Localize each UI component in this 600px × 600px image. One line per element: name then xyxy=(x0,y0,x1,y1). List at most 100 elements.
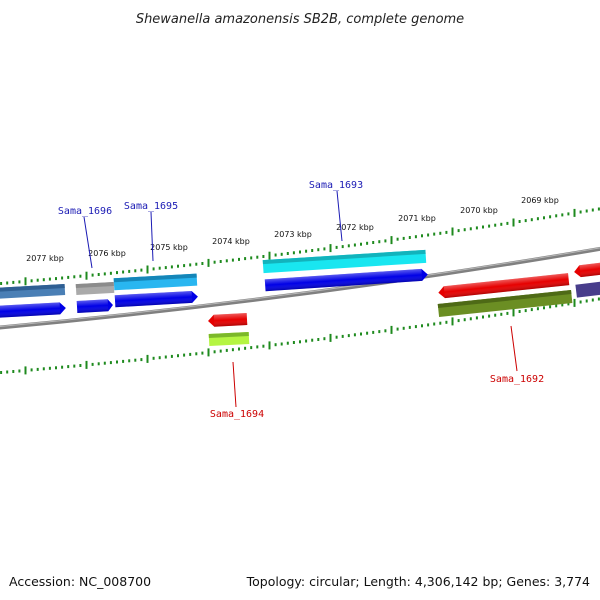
tick-minor xyxy=(280,252,283,256)
tick-major xyxy=(512,308,515,317)
tick-major xyxy=(329,244,332,253)
gene-label-sama-1694[interactable]: Sama_1694 xyxy=(210,409,264,420)
tick-minor xyxy=(414,235,417,239)
tick-minor xyxy=(408,325,411,329)
tick-major xyxy=(24,277,27,286)
cds-feature[interactable] xyxy=(438,273,570,299)
tick-minor xyxy=(170,265,173,269)
cds-track-reverse xyxy=(208,262,600,347)
tick-minor xyxy=(414,325,417,329)
genome-backbone xyxy=(0,246,600,330)
tick-major xyxy=(329,333,332,342)
leader-line-sama-1694 xyxy=(232,361,237,408)
tick-minor xyxy=(134,269,137,273)
tick-minor xyxy=(164,355,167,359)
cds-feature-sama-1692[interactable] xyxy=(437,290,573,317)
cds-feature[interactable] xyxy=(575,281,600,298)
cds-track-forward-inner xyxy=(0,268,428,318)
tick-minor xyxy=(536,217,539,221)
tick-minor xyxy=(469,227,472,231)
tick-minor xyxy=(445,320,448,324)
tick-minor xyxy=(500,312,503,316)
tick-major xyxy=(146,354,149,363)
tick-minor xyxy=(457,319,460,323)
tick-minor xyxy=(439,231,442,235)
tick-minor xyxy=(433,232,436,236)
tick-major xyxy=(451,317,454,326)
tick-minor xyxy=(140,358,143,362)
tick-minor xyxy=(116,271,118,275)
tick-minor xyxy=(67,365,70,369)
tick-major xyxy=(85,271,88,280)
map-title: Shewanella amazonensis SB2B, complete ge… xyxy=(136,12,464,27)
tick-minor xyxy=(341,245,344,249)
tick-minor xyxy=(244,257,247,261)
tick-major xyxy=(390,236,393,245)
cds-feature[interactable] xyxy=(0,284,66,299)
tick-minor xyxy=(469,317,472,321)
tick-minor xyxy=(506,221,509,225)
tick-minor xyxy=(109,361,112,365)
tick-minor xyxy=(177,354,179,358)
tick-label-2071: 2071 kbp xyxy=(398,214,436,223)
cds-track-forward-outer xyxy=(0,249,427,299)
tick-minor xyxy=(244,346,247,350)
tick-minor xyxy=(567,212,570,216)
tick-label-2069: 2069 kbp xyxy=(521,196,559,205)
cds-feature[interactable] xyxy=(264,268,428,292)
tick-minor xyxy=(445,230,448,234)
tick-minor xyxy=(567,302,570,306)
leader-line-sama-1696 xyxy=(83,216,93,269)
tick-minor xyxy=(97,273,100,276)
tick-minor xyxy=(555,214,558,218)
tick-minor xyxy=(323,247,326,251)
tick-minor xyxy=(402,326,405,330)
tick-minor xyxy=(384,239,387,243)
tick-minor xyxy=(48,366,51,370)
tick-minor xyxy=(335,335,338,339)
tick-minor xyxy=(378,330,381,334)
tick-minor xyxy=(579,300,582,304)
tick-minor xyxy=(36,367,39,371)
tick-minor xyxy=(579,210,582,214)
cds-feature[interactable] xyxy=(0,302,66,318)
cds-feature[interactable] xyxy=(75,281,115,296)
tick-minor xyxy=(286,252,289,255)
leader-line-sama-1692 xyxy=(510,325,518,372)
tick-minor xyxy=(274,253,277,257)
tick-minor xyxy=(439,321,442,325)
cds-feature-sama-1694[interactable] xyxy=(208,313,248,327)
tick-minor xyxy=(109,271,112,275)
tick-minor xyxy=(122,270,125,274)
tick-major xyxy=(207,348,210,357)
tick-minor xyxy=(238,257,240,261)
tick-major xyxy=(451,227,454,236)
tick-minor xyxy=(555,304,558,308)
gene-label-sama-1693[interactable]: Sama_1693 xyxy=(309,180,363,191)
gene-label-sama-1695[interactable]: Sama_1695 xyxy=(124,201,178,212)
tick-major xyxy=(390,325,393,334)
tick-minor xyxy=(238,347,240,351)
tick-minor xyxy=(256,345,259,349)
tick-minor xyxy=(158,356,161,360)
tick-minor xyxy=(427,323,430,327)
cds-feature-sama-1693[interactable] xyxy=(262,249,427,274)
cds-feature[interactable] xyxy=(573,262,600,278)
tick-minor xyxy=(360,332,362,336)
cds-feature-sama-1695[interactable] xyxy=(113,273,198,291)
tick-minor xyxy=(500,222,503,226)
tick-minor xyxy=(488,314,491,318)
gene-label-sama-1696[interactable]: Sama_1696 xyxy=(58,206,112,217)
tick-minor xyxy=(73,275,76,279)
tick-minor xyxy=(189,263,192,267)
tick-labels: 2077 kbp 2076 kbp 2075 kbp 2074 kbp 2073… xyxy=(26,196,559,263)
tick-minor xyxy=(91,362,94,366)
gene-label-sama-1692[interactable]: Sama_1692 xyxy=(490,374,544,385)
tick-minor xyxy=(475,226,478,230)
cds-feature-sama-1696[interactable] xyxy=(76,299,114,313)
tick-minor xyxy=(42,367,45,371)
cds-feature[interactable] xyxy=(114,290,199,308)
tick-minor xyxy=(30,279,33,283)
tick-minor xyxy=(561,303,564,307)
cds-feature[interactable] xyxy=(208,331,250,347)
